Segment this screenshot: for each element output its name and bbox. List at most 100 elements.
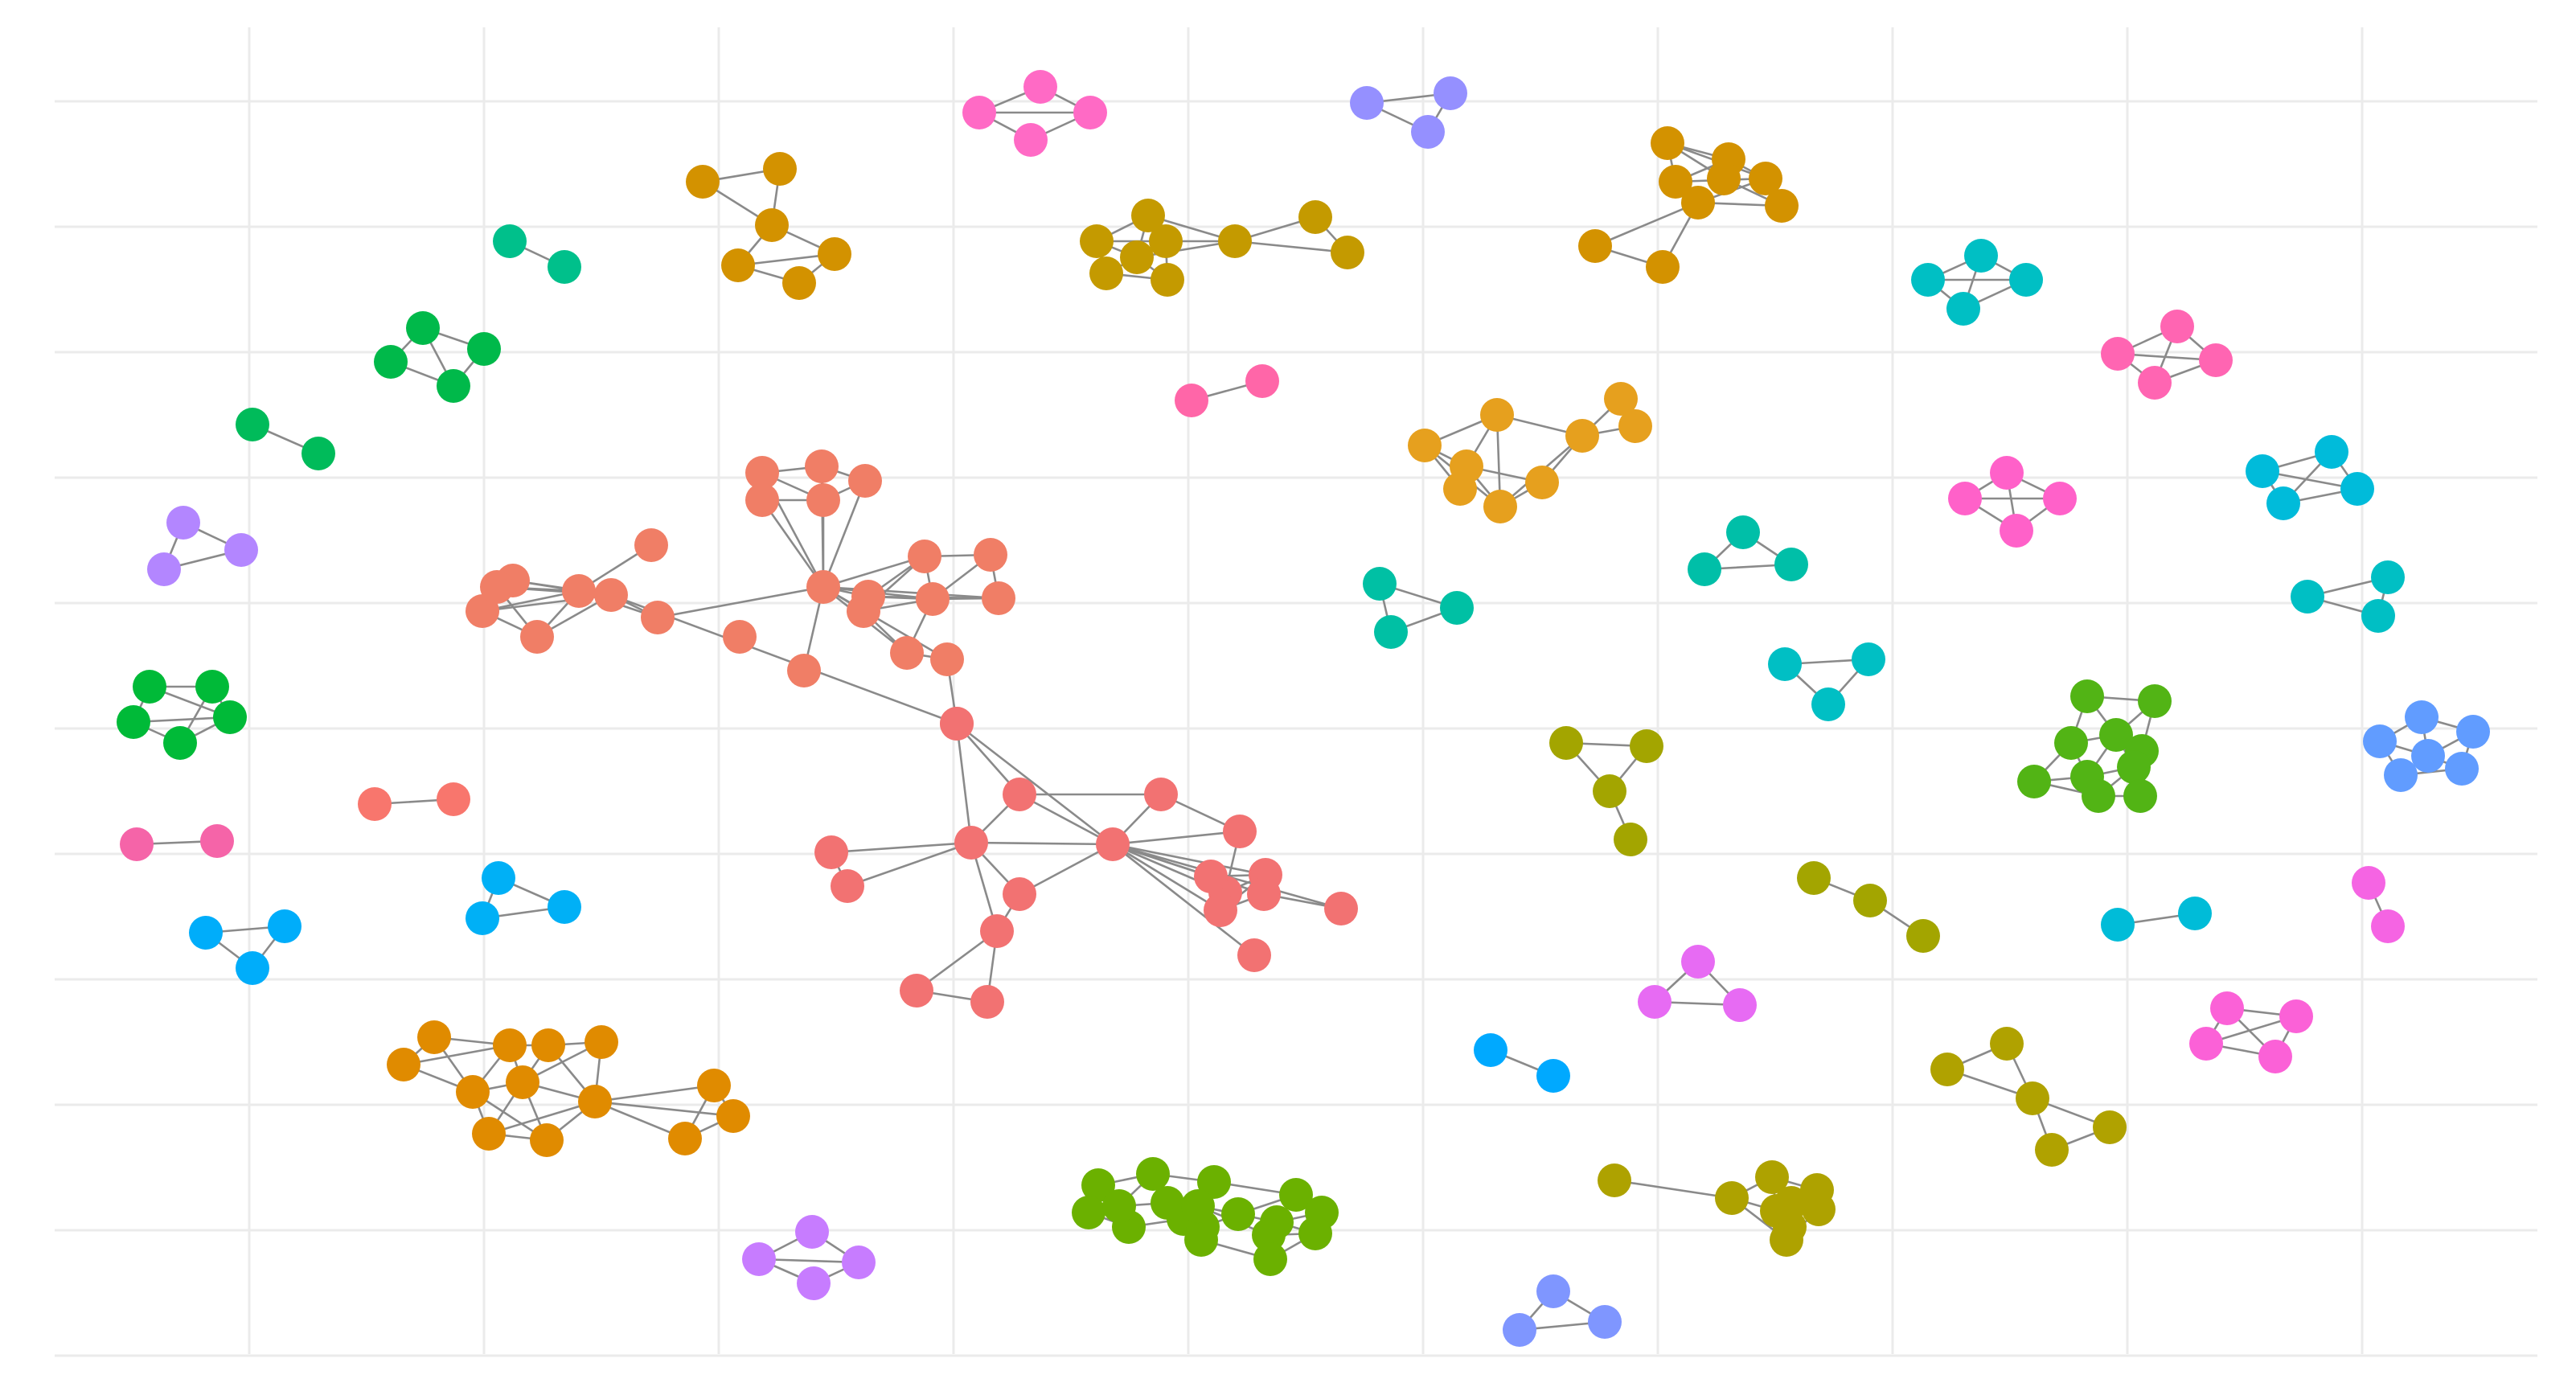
network-node-c27 bbox=[1688, 552, 1721, 586]
network-node-c36 bbox=[1681, 945, 1715, 979]
network-node-c5 bbox=[1151, 263, 1184, 297]
network-node-c38 bbox=[1536, 1059, 1570, 1093]
network-node-c20 bbox=[1184, 1223, 1218, 1257]
network-node-c41 bbox=[1588, 1305, 1622, 1339]
network-node-c1 bbox=[930, 642, 964, 676]
network-node-c31 bbox=[2384, 758, 2418, 792]
network-node-c34 bbox=[2101, 908, 2135, 942]
network-node-c28 bbox=[1363, 567, 1397, 601]
network-node-c3 bbox=[417, 1020, 451, 1054]
network-node-c2 bbox=[831, 869, 864, 903]
network-node-c5 bbox=[1298, 200, 1332, 234]
network-node-c40 bbox=[1774, 1186, 1808, 1220]
network-node-c1 bbox=[806, 483, 840, 517]
network-node-c2 bbox=[1237, 938, 1271, 972]
network-node-c7 bbox=[1443, 472, 1477, 506]
network-node-c32 bbox=[1614, 823, 1647, 856]
network-node-c8 bbox=[1073, 96, 1107, 129]
network-node-c1 bbox=[847, 594, 880, 628]
network-node-c1 bbox=[562, 574, 596, 608]
network-node-c4 bbox=[686, 165, 720, 199]
network-node-c21 bbox=[1245, 364, 1279, 398]
network-edge-c1 bbox=[822, 585, 949, 661]
network-node-c23 bbox=[2138, 366, 2172, 400]
network-node-c14 bbox=[133, 670, 166, 704]
network-edge-c3 bbox=[593, 1100, 735, 1118]
network-node-c3 bbox=[578, 1085, 612, 1118]
network-node-c37 bbox=[2279, 999, 2313, 1033]
network-node-c10 bbox=[493, 224, 527, 258]
network-node-c13 bbox=[224, 533, 258, 567]
network-node-c9 bbox=[1434, 76, 1467, 110]
network-node-c39 bbox=[1990, 1027, 2024, 1061]
network-edge-c2 bbox=[1111, 830, 1241, 846]
network-edge-c2 bbox=[1111, 843, 1267, 876]
network-node-c9 bbox=[1411, 115, 1445, 149]
network-node-c1 bbox=[745, 483, 779, 517]
network-node-c41 bbox=[1536, 1274, 1570, 1308]
network-node-c7 bbox=[1483, 490, 1517, 523]
network-edge-c1 bbox=[822, 585, 1000, 600]
network-node-c6 bbox=[1749, 162, 1782, 195]
network-node-c11 bbox=[467, 332, 501, 366]
network-node-c36 bbox=[1723, 988, 1757, 1022]
network-node-c1 bbox=[974, 538, 1007, 572]
network-node-c24 bbox=[2043, 482, 2077, 515]
network-node-c17 bbox=[482, 861, 515, 895]
network-node-c37 bbox=[2210, 991, 2244, 1025]
network-node-c14 bbox=[213, 700, 247, 734]
network-node-c30 bbox=[2099, 718, 2133, 752]
network-edge-c5 bbox=[1233, 240, 1349, 254]
network-node-c30 bbox=[2070, 679, 2104, 713]
network-node-c20 bbox=[1298, 1217, 1332, 1250]
network-node-c1 bbox=[520, 620, 554, 654]
network-node-c20 bbox=[1221, 1197, 1255, 1231]
network-node-c12 bbox=[301, 437, 335, 470]
network-node-c10 bbox=[548, 250, 581, 284]
network-node-c2 bbox=[1223, 815, 1257, 848]
network-node-c37 bbox=[2189, 1027, 2223, 1061]
network-node-c4 bbox=[818, 237, 851, 271]
network-edge-c2 bbox=[970, 841, 1114, 846]
network-node-c5 bbox=[1120, 240, 1154, 274]
network-node-c27 bbox=[1726, 515, 1760, 549]
network-edge-c2 bbox=[955, 722, 1114, 846]
network-node-c19 bbox=[797, 1266, 831, 1300]
network-node-c2 bbox=[940, 707, 974, 741]
network-node-c26 bbox=[2291, 580, 2324, 614]
network-node-c22 bbox=[1964, 239, 1998, 273]
network-node-c1 bbox=[916, 582, 950, 616]
network-node-c30 bbox=[2082, 779, 2115, 813]
network-node-c41 bbox=[1503, 1313, 1536, 1347]
network-node-c22 bbox=[1911, 263, 1945, 297]
network-node-c3 bbox=[530, 1123, 564, 1157]
network-node-c35 bbox=[2371, 909, 2405, 943]
network-edge-c2 bbox=[830, 841, 973, 854]
network-node-c2 bbox=[1144, 778, 1178, 811]
network-node-c2 bbox=[1247, 877, 1281, 911]
network-node-c4 bbox=[721, 248, 755, 282]
network-node-c19 bbox=[742, 1242, 776, 1276]
network-node-c22 bbox=[1946, 292, 1980, 326]
network-node-c18 bbox=[189, 916, 223, 950]
network-node-c13 bbox=[147, 552, 181, 586]
network-node-c32 bbox=[1630, 729, 1663, 763]
network-node-c20 bbox=[1102, 1189, 1136, 1223]
network-node-c20 bbox=[1136, 1157, 1170, 1191]
network-node-c5 bbox=[1080, 224, 1114, 258]
network-node-c14 bbox=[195, 670, 229, 704]
network-node-c40 bbox=[1802, 1192, 1836, 1226]
network-node-c20 bbox=[1151, 1186, 1184, 1220]
network-node-c1 bbox=[723, 620, 757, 654]
network-node-c39 bbox=[2035, 1133, 2069, 1167]
network-node-c2 bbox=[900, 974, 933, 1007]
network-node-c25 bbox=[2266, 486, 2300, 520]
network-node-c4 bbox=[782, 266, 816, 300]
network-node-c20 bbox=[1252, 1218, 1286, 1252]
network-node-c39 bbox=[2016, 1081, 2049, 1115]
network-node-c9 bbox=[1350, 86, 1384, 120]
network-node-c8 bbox=[962, 96, 996, 129]
network-node-c17 bbox=[466, 901, 499, 935]
network-node-c1 bbox=[806, 570, 840, 604]
